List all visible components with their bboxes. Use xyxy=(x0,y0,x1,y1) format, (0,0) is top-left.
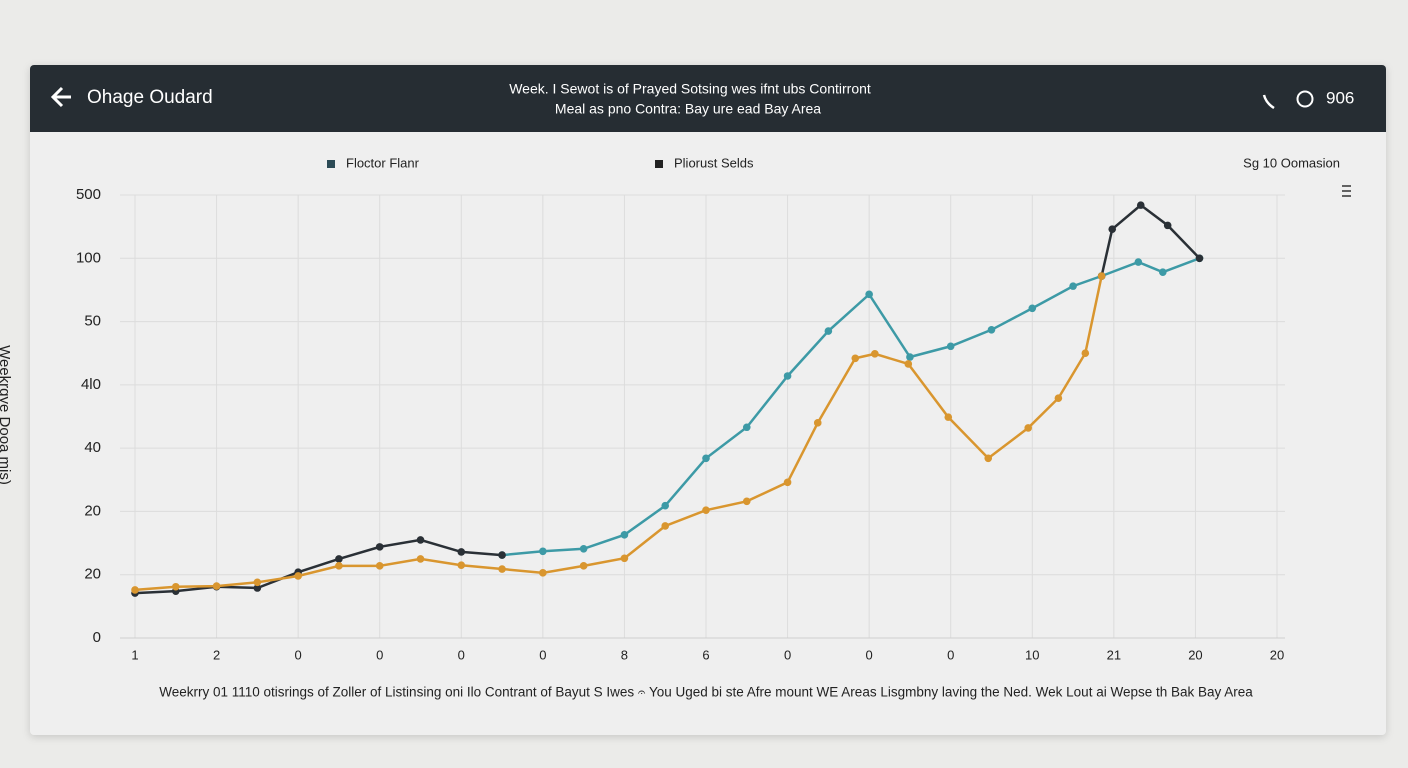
header-title: Ohage Oudard xyxy=(87,87,213,108)
menu-icon[interactable] xyxy=(1342,185,1351,197)
series-line xyxy=(134,538,503,595)
data-point xyxy=(579,544,588,553)
data-point xyxy=(783,478,792,487)
x-tick-label: 6 xyxy=(702,647,709,662)
status-icon xyxy=(1296,90,1314,108)
y-tick-label: 100 xyxy=(76,249,101,266)
x-tick-label: 0 xyxy=(866,647,873,662)
data-point xyxy=(742,497,751,506)
data-point xyxy=(1159,268,1167,277)
data-point xyxy=(661,501,670,510)
data-point xyxy=(946,342,955,351)
y-tick-label: 0 xyxy=(93,629,101,646)
data-point xyxy=(1195,254,1204,263)
data-point xyxy=(865,290,873,299)
data-point xyxy=(579,562,588,570)
data-point xyxy=(335,562,343,570)
y-tick-label: 20 xyxy=(84,502,101,519)
status-text: 906 xyxy=(1326,88,1354,107)
header-subtitle: Week. I Sewot is of Prayed Sotsing wes i… xyxy=(509,81,871,97)
data-point xyxy=(457,548,466,556)
x-tick-label: 10 xyxy=(1025,647,1039,662)
x-tick-label: 0 xyxy=(784,647,791,662)
data-point xyxy=(906,353,914,361)
y-tick-label: 4l0 xyxy=(81,376,101,393)
data-point xyxy=(1054,394,1063,402)
data-point xyxy=(212,582,221,590)
legend-swatch xyxy=(655,160,663,168)
data-point xyxy=(944,413,953,421)
x-tick-label: 0 xyxy=(376,647,383,662)
x-tick-label: 1 xyxy=(131,647,138,662)
x-tick-label: 20 xyxy=(1270,647,1284,662)
data-point xyxy=(1024,424,1033,432)
data-point xyxy=(813,419,822,427)
data-point xyxy=(661,522,670,530)
x-tick-label: 0 xyxy=(295,647,302,662)
data-point xyxy=(416,536,425,544)
header-subtitle: Meal as pno Contra: Bay ure ead Bay Area xyxy=(555,101,821,117)
back-button[interactable] xyxy=(50,86,71,108)
data-point xyxy=(1108,225,1117,233)
x-tick-label: 21 xyxy=(1107,647,1121,662)
legend-swatch xyxy=(327,160,335,168)
data-point xyxy=(416,555,425,563)
data-point xyxy=(904,360,913,368)
phone-icon[interactable] xyxy=(1262,94,1275,110)
data-point xyxy=(984,454,993,463)
data-point xyxy=(171,582,180,591)
y-tick-label: 40 xyxy=(84,439,101,456)
data-point xyxy=(253,578,262,587)
data-point xyxy=(1081,349,1090,358)
data-point xyxy=(498,565,506,573)
data-point xyxy=(375,543,384,551)
data-point xyxy=(871,350,879,358)
data-point xyxy=(824,327,833,335)
header-bar xyxy=(30,65,1386,132)
panel xyxy=(30,65,1386,735)
data-point xyxy=(1163,221,1172,230)
legend-label: Pliorust Selds xyxy=(674,155,754,170)
data-point xyxy=(783,372,792,380)
y-tick-label: 20 xyxy=(84,566,101,583)
data-point xyxy=(702,506,710,514)
data-point xyxy=(131,586,139,594)
data-point xyxy=(620,531,629,539)
data-point xyxy=(539,547,547,556)
data-point xyxy=(1097,272,1106,280)
data-point xyxy=(987,325,996,334)
y-tick-label: 50 xyxy=(84,313,101,330)
data-point xyxy=(375,562,384,570)
data-point xyxy=(1134,258,1143,266)
x-tick-label: 20 xyxy=(1188,647,1202,662)
y-axis-label: Weekrgye Dooa mis) xyxy=(0,345,13,485)
data-point xyxy=(620,554,629,563)
x-tick-label: 2 xyxy=(213,647,220,662)
data-point xyxy=(1028,304,1037,313)
data-point xyxy=(335,555,343,563)
x-tick-label: 0 xyxy=(947,647,954,662)
data-point xyxy=(1069,282,1077,290)
data-point xyxy=(1136,201,1145,209)
data-point xyxy=(294,572,302,580)
x-tick-label: 8 xyxy=(621,647,628,662)
data-point xyxy=(539,569,547,577)
data-point xyxy=(498,551,506,559)
data-point xyxy=(851,354,860,363)
y-tick-label: 500 xyxy=(76,186,101,203)
x-tick-label: 0 xyxy=(539,647,546,662)
x-tick-label: 0 xyxy=(458,647,465,662)
legend-extra: Sg 10 Oomasion xyxy=(1243,155,1340,170)
data-point xyxy=(253,584,262,592)
caption: Weekrry 01 1110 otisrings of Zoller of L… xyxy=(159,685,1253,700)
data-point xyxy=(702,454,710,463)
data-point xyxy=(742,423,751,432)
legend-label: Floctor Flanr xyxy=(346,155,420,170)
data-point xyxy=(457,561,466,570)
